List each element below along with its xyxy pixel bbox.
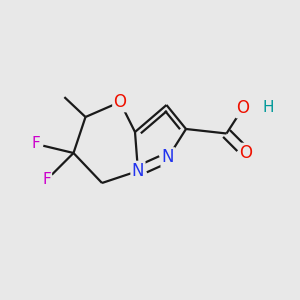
Text: N: N [132,162,144,180]
Text: N: N [162,148,174,166]
Text: H: H [262,100,274,116]
Text: F: F [32,136,40,152]
Text: O: O [113,93,127,111]
Text: O: O [236,99,250,117]
Text: F: F [42,172,51,188]
Text: O: O [239,144,253,162]
